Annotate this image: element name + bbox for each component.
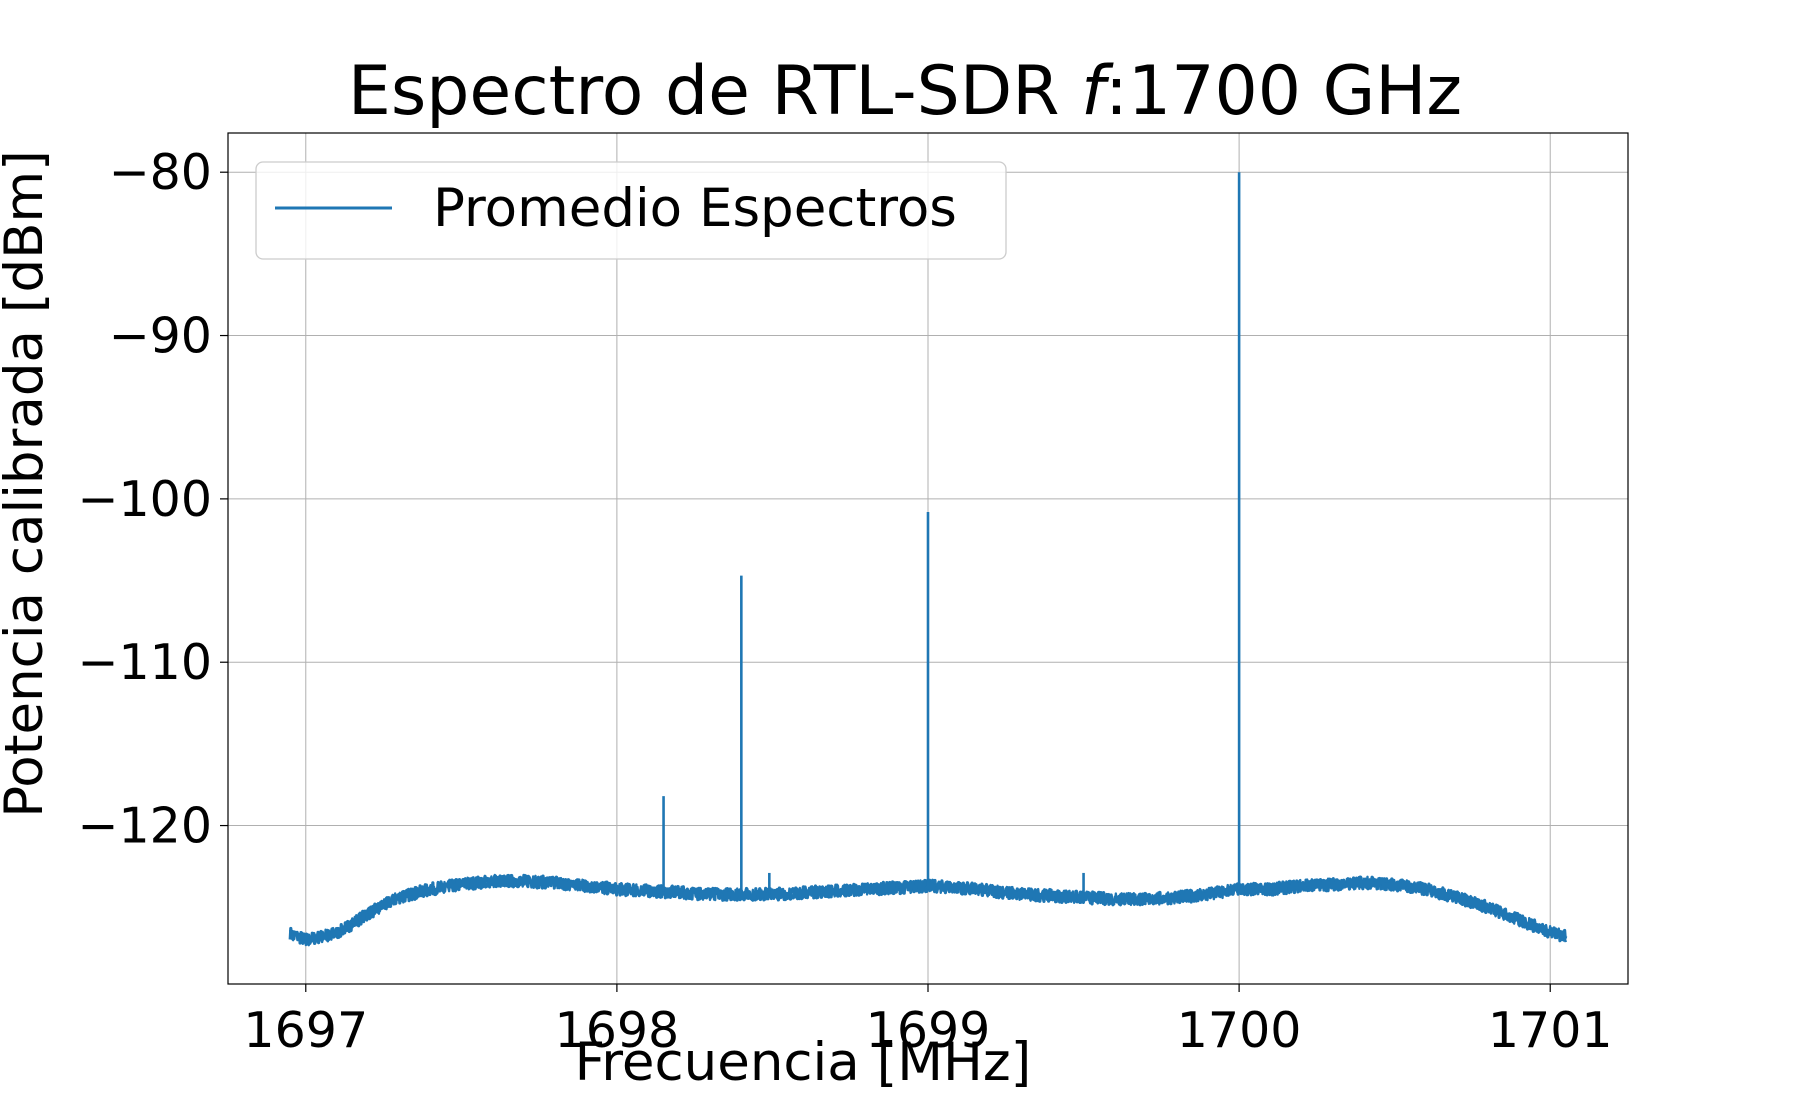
x-tick-label: 1697	[243, 1002, 368, 1059]
y-axis-label: Potencia calibrada [dBm]	[0, 150, 55, 818]
legend-box	[255, 161, 1007, 260]
y-tick-label: −120	[77, 798, 212, 855]
y-tick-label: −90	[109, 308, 212, 365]
x-tick-label: 1698	[555, 1002, 680, 1059]
x-axis-label: Frecuencia [MHz]	[575, 1032, 1032, 1093]
series-line-noise	[289, 873, 1567, 947]
legend-entry-label: Promedio Espectros	[433, 178, 957, 239]
y-tick-label: −80	[109, 144, 212, 201]
legend: Promedio Espectros	[255, 161, 1007, 260]
chart-title: Espectro de RTL-SDR f:1700 GHz	[348, 52, 1462, 131]
x-tick-label: 1700	[1177, 1002, 1302, 1059]
series-promedio-espectros	[288, 172, 1568, 947]
y-axis-ticks: −120 −110 −100 −90 −80	[77, 144, 228, 855]
x-tick-label: 1701	[1488, 1002, 1613, 1059]
y-tick-label: −100	[77, 471, 212, 528]
x-axis-ticks: 1697 1698 1699 1700 1701	[243, 984, 1613, 1059]
y-tick-label: −110	[77, 634, 212, 691]
x-tick-label: 1699	[866, 1002, 991, 1059]
